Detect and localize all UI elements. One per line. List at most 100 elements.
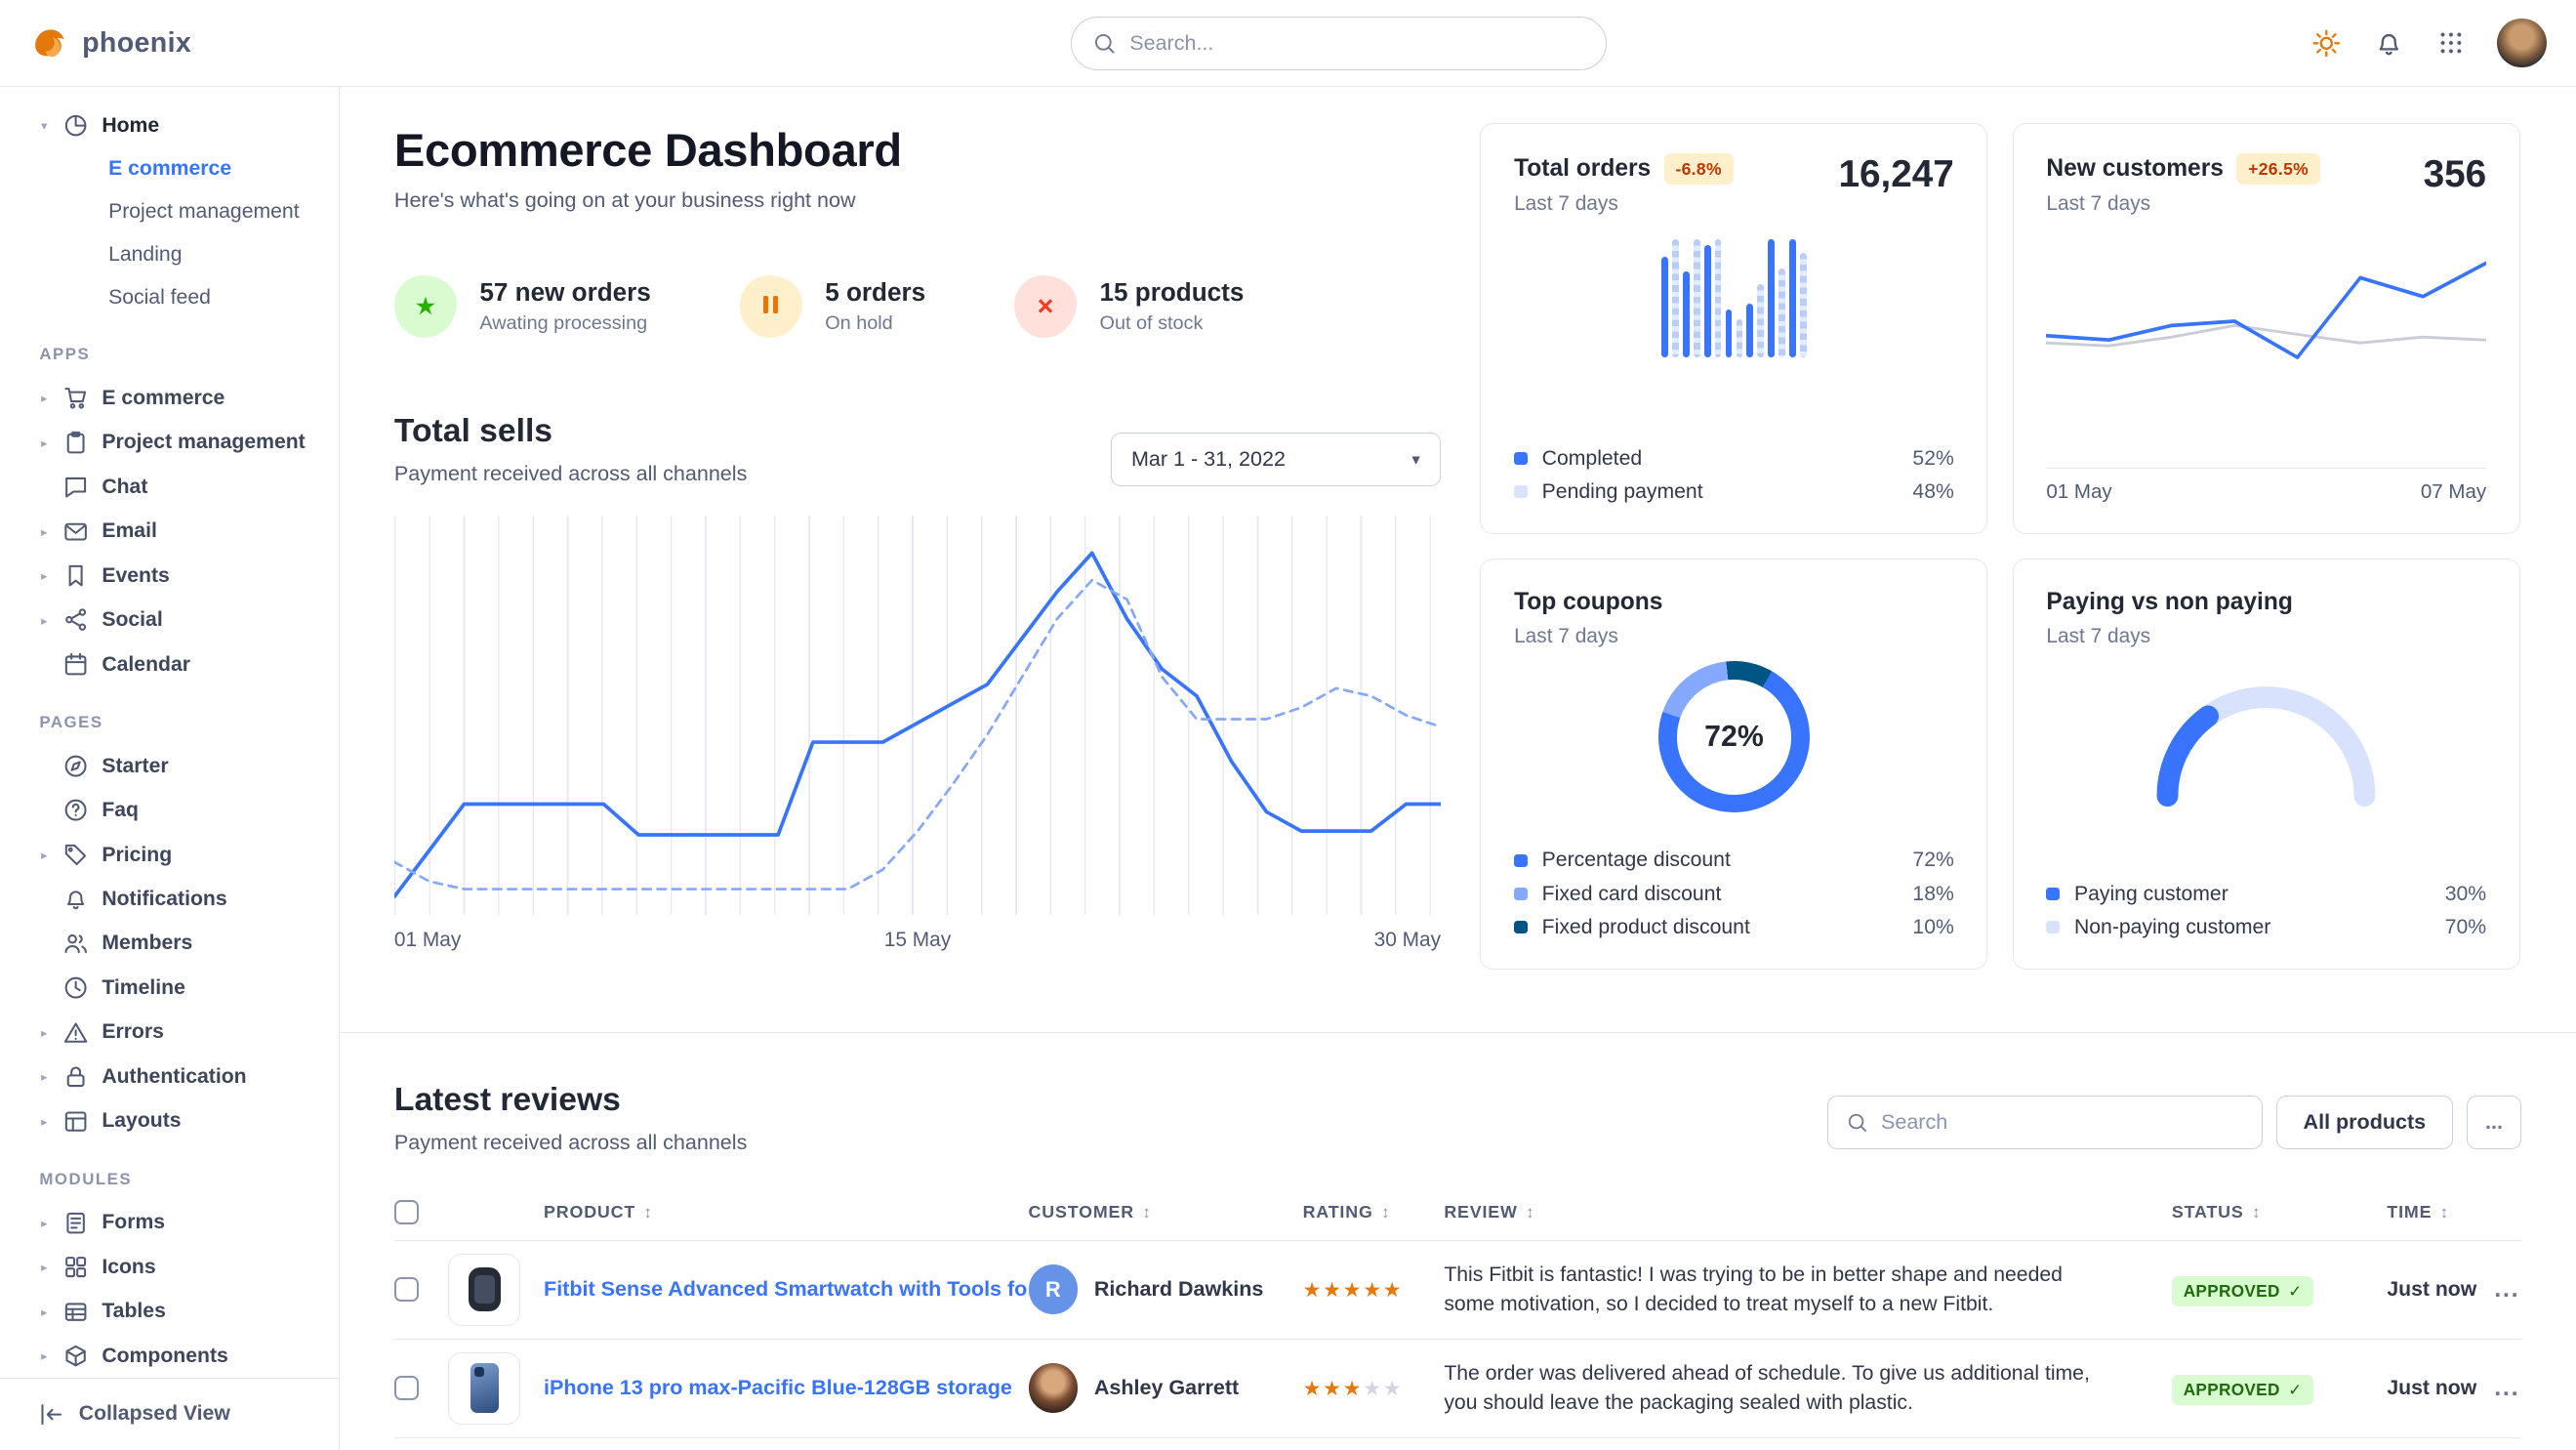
sidebar-item-home[interactable]: ▾ Home (0, 104, 339, 147)
sidebar-item-tables[interactable]: ▸ Tables (0, 1289, 339, 1333)
legend-item-completed: Completed 52% (1514, 447, 1954, 471)
page-subtitle: Here's what's going on at your business … (393, 187, 856, 212)
column-header-review[interactable]: REVIEW ↕ (1444, 1202, 1535, 1222)
all-products-button[interactable]: All products (2275, 1095, 2454, 1150)
sidebar-item-pricing[interactable]: ▸ Pricing (0, 833, 339, 877)
row-more-button[interactable]: ... (2492, 1275, 2521, 1304)
sidebar-item-notifications[interactable]: Notifications (0, 877, 339, 921)
card-period: Last 7 days (1514, 191, 1618, 215)
order-bar (1736, 318, 1743, 357)
legend-item-fixed-card-discount: Fixed card discount 18% (1514, 883, 1954, 906)
sidebar-item-faq[interactable]: Faq (0, 788, 339, 832)
brand-logo[interactable]: phoenix (29, 22, 333, 63)
help-icon (62, 798, 89, 824)
table-row: Fitbit Sense Advanced Smartwatch with To… (393, 1241, 2522, 1340)
latest-reviews-section: Latest reviews Payment received across a… (340, 1031, 2576, 1450)
latest-reviews-title: Latest reviews (393, 1082, 621, 1119)
theme-toggle-button[interactable] (2300, 17, 2352, 69)
customer-name: Ashley Garrett (1093, 1376, 1240, 1400)
sidebar-subitem-project-management[interactable]: Project management (108, 200, 300, 224)
review-time: Just now (2387, 1376, 2477, 1399)
sidebar-item-starter[interactable]: Starter (0, 744, 339, 788)
axis-label: 07 May (2420, 479, 2487, 503)
sidebar-item-layouts[interactable]: ▸ Layouts (0, 1098, 339, 1142)
clipboard-icon (62, 430, 89, 456)
sidebar-subitem-social-feed[interactable]: Social feed (108, 285, 211, 309)
apps-grid-button[interactable] (2425, 17, 2477, 69)
sidebar-section-label-apps: APPS (39, 345, 91, 364)
column-header-rating[interactable]: RATING ↕ (1302, 1202, 1391, 1222)
chat-icon (62, 474, 89, 500)
sidebar-section-label-pages: PAGES (39, 713, 103, 732)
rating-stars: ★★★★★ (1302, 1278, 1404, 1302)
column-header-product[interactable]: PRODUCT ↕ (544, 1202, 653, 1222)
smartwatch-image (468, 1266, 502, 1312)
share-icon (62, 607, 89, 634)
calendar-icon (62, 651, 89, 678)
sidebar-subitem-e-commerce[interactable]: E commerce (108, 157, 232, 181)
collapsed-view-button[interactable]: Collapsed View (0, 1378, 340, 1449)
notifications-button[interactable] (2362, 17, 2415, 69)
legend-item-fixed-product-discount: Fixed product discount 10% (1514, 916, 1954, 939)
reviews-table: PRODUCT ↕ CUSTOMER ↕ RATING ↕ REVIEW ↕ STATUS ↕ TI… (393, 1184, 2522, 1450)
customer-cell[interactable]: R Richard Dawkins (1028, 1264, 1303, 1314)
legend-bullet (2046, 920, 2060, 934)
card-period: Last 7 days (2046, 624, 2151, 647)
select-all-checkbox[interactable] (393, 1199, 420, 1225)
table-header-row: PRODUCT ↕ CUSTOMER ↕ RATING ↕ REVIEW ↕ STATUS ↕ TI… (393, 1184, 2522, 1241)
phoenix-logo-icon (29, 22, 70, 63)
reviews-more-button[interactable]: ... (2466, 1095, 2522, 1150)
sidebar-item-e-commerce[interactable]: ▸ E commerce (0, 376, 339, 420)
sidebar-item-calendar[interactable]: Calendar (0, 642, 339, 686)
review-text: This Fitbit is fantastic! I was trying t… (1444, 1263, 2063, 1315)
top-coupons-card: Top coupons Last 7 days 72% Percentage d… (1480, 559, 1988, 970)
column-header-customer[interactable]: CUSTOMER ↕ (1028, 1202, 1152, 1222)
card-title: Paying vs non paying (2046, 589, 2293, 616)
global-search-input[interactable] (1129, 31, 1585, 57)
legend-bullet (1514, 853, 1528, 868)
sidebar-item-email[interactable]: ▸ Email (0, 509, 339, 553)
sidebar-item-forms[interactable]: ▸ Forms (0, 1201, 339, 1245)
search-icon (1093, 32, 1117, 56)
product-link[interactable]: iPhone 13 pro max-Pacific Blue-128GB sto… (544, 1376, 1012, 1400)
row-checkbox[interactable] (393, 1277, 420, 1303)
caret-icon: ▸ (41, 1349, 48, 1364)
product-link[interactable]: Fitbit Sense Advanced Smartwatch with To… (544, 1277, 1029, 1302)
compass-icon (62, 753, 89, 779)
legend-bullet (1514, 920, 1528, 934)
table-row-partial (394, 1438, 2522, 1450)
legend-item-percentage-discount: Percentage discount 72% (1514, 849, 1954, 872)
row-more-button[interactable]: ... (2492, 1374, 2521, 1402)
sidebar-item-members[interactable]: Members (0, 922, 339, 966)
customer-cell[interactable]: Ashley Garrett (1028, 1363, 1303, 1413)
sidebar-item-social[interactable]: ▸ Social (0, 598, 339, 642)
stat-label: Awating processing (479, 312, 648, 335)
row-checkbox[interactable] (393, 1375, 420, 1401)
table-row: iPhone 13 pro max-Pacific Blue-128GB sto… (393, 1340, 2522, 1438)
caret-icon: ▸ (41, 1261, 48, 1275)
total-sells-subtitle: Payment received across all channels (393, 462, 748, 486)
column-header-status[interactable]: STATUS ↕ (2171, 1202, 2262, 1222)
alert-triangle-icon (62, 1019, 89, 1046)
sidebar-subitem-landing[interactable]: Landing (108, 242, 183, 266)
status-badge: APPROVED ✓ (2171, 1275, 2314, 1306)
dashboard-section: Ecommerce Dashboard Here's what's going … (340, 87, 2576, 970)
user-avatar[interactable] (2497, 18, 2547, 68)
card-title: Total orders (1514, 155, 1652, 183)
sidebar-item-chat[interactable]: Chat (0, 465, 339, 509)
date-range-select[interactable]: Mar 1 - 31, 2022 ▾ (1110, 432, 1442, 487)
sidebar-item-authentication[interactable]: ▸ Authentication (0, 1055, 339, 1098)
sidebar-item-project-management[interactable]: ▸ Project management (0, 421, 339, 465)
column-header-time[interactable]: TIME ↕ (2387, 1202, 2449, 1222)
sidebar-item-icons[interactable]: ▸ Icons (0, 1245, 339, 1289)
sort-icon: ↕ (1526, 1202, 1535, 1222)
order-bar (1789, 238, 1796, 357)
new-customers-line-chart (2046, 242, 2487, 415)
reviews-search-input[interactable] (1880, 1110, 2244, 1136)
bookmark-icon (62, 562, 89, 589)
sidebar-item-errors[interactable]: ▸ Errors (0, 1011, 339, 1055)
sidebar-item-components[interactable]: ▸ Components (0, 1334, 339, 1378)
sidebar-item-timeline[interactable]: Timeline (0, 966, 339, 1010)
paying-gauge-chart (2046, 651, 2486, 809)
sidebar-item-events[interactable]: ▸ Events (0, 554, 339, 598)
